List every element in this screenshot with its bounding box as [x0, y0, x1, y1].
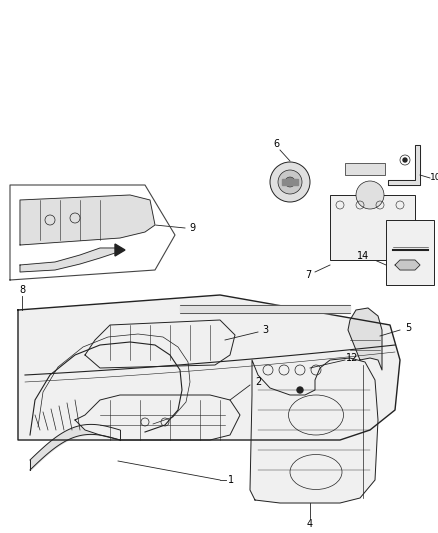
Text: 3: 3	[262, 325, 268, 335]
Circle shape	[297, 387, 303, 393]
Polygon shape	[85, 320, 235, 368]
Polygon shape	[115, 244, 125, 256]
FancyBboxPatch shape	[330, 195, 415, 260]
Polygon shape	[388, 145, 420, 185]
Text: 9: 9	[189, 223, 195, 233]
Polygon shape	[282, 179, 298, 185]
Text: 2: 2	[255, 377, 261, 387]
Polygon shape	[20, 195, 155, 245]
Text: 10: 10	[430, 174, 438, 182]
Text: 8: 8	[19, 285, 25, 295]
Circle shape	[356, 181, 384, 209]
Circle shape	[278, 170, 302, 194]
Polygon shape	[75, 395, 240, 440]
FancyBboxPatch shape	[345, 163, 385, 175]
Text: 7: 7	[305, 270, 311, 280]
Text: 14: 14	[357, 251, 369, 261]
Polygon shape	[395, 260, 420, 270]
Polygon shape	[348, 308, 382, 370]
Polygon shape	[18, 295, 400, 440]
Text: 1: 1	[228, 475, 234, 485]
Text: 4: 4	[307, 519, 313, 529]
Circle shape	[270, 162, 310, 202]
Text: 5: 5	[405, 323, 411, 333]
Polygon shape	[20, 248, 118, 272]
Circle shape	[403, 158, 407, 162]
FancyBboxPatch shape	[386, 220, 434, 285]
Text: 6: 6	[273, 139, 279, 149]
Polygon shape	[250, 358, 378, 503]
Text: 12: 12	[346, 353, 358, 363]
Circle shape	[285, 177, 295, 187]
